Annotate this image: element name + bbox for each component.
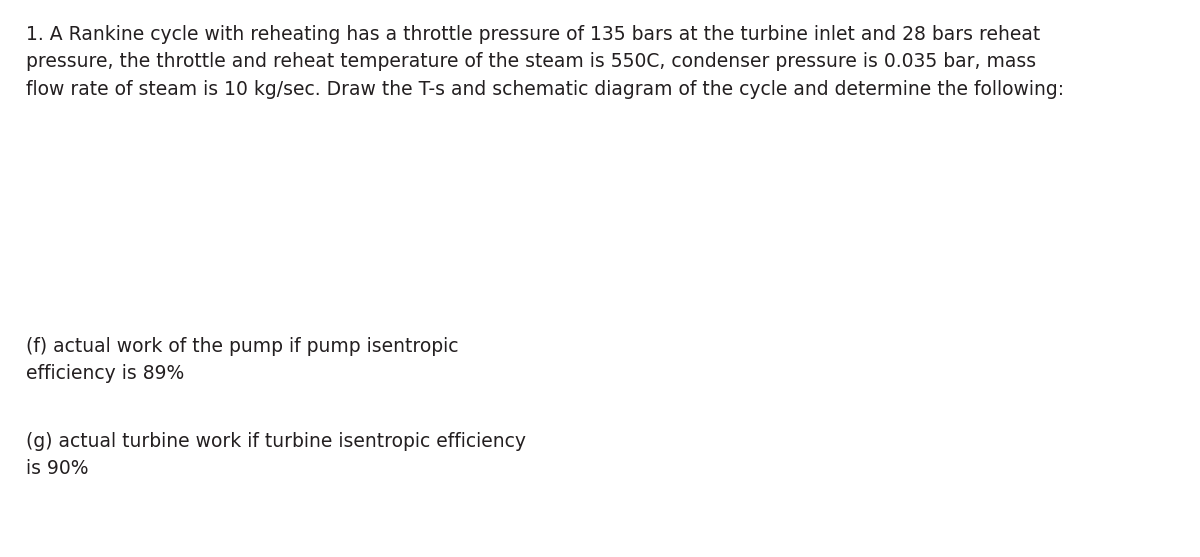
Text: 1. A Rankine cycle with reheating has a throttle pressure of 135 bars at the tur: 1. A Rankine cycle with reheating has a … [26,25,1064,99]
Text: (f) actual work of the pump if pump isentropic
efficiency is 89%: (f) actual work of the pump if pump isen… [26,337,458,383]
Text: (g) actual turbine work if turbine isentropic efficiency
is 90%: (g) actual turbine work if turbine isent… [26,432,527,478]
